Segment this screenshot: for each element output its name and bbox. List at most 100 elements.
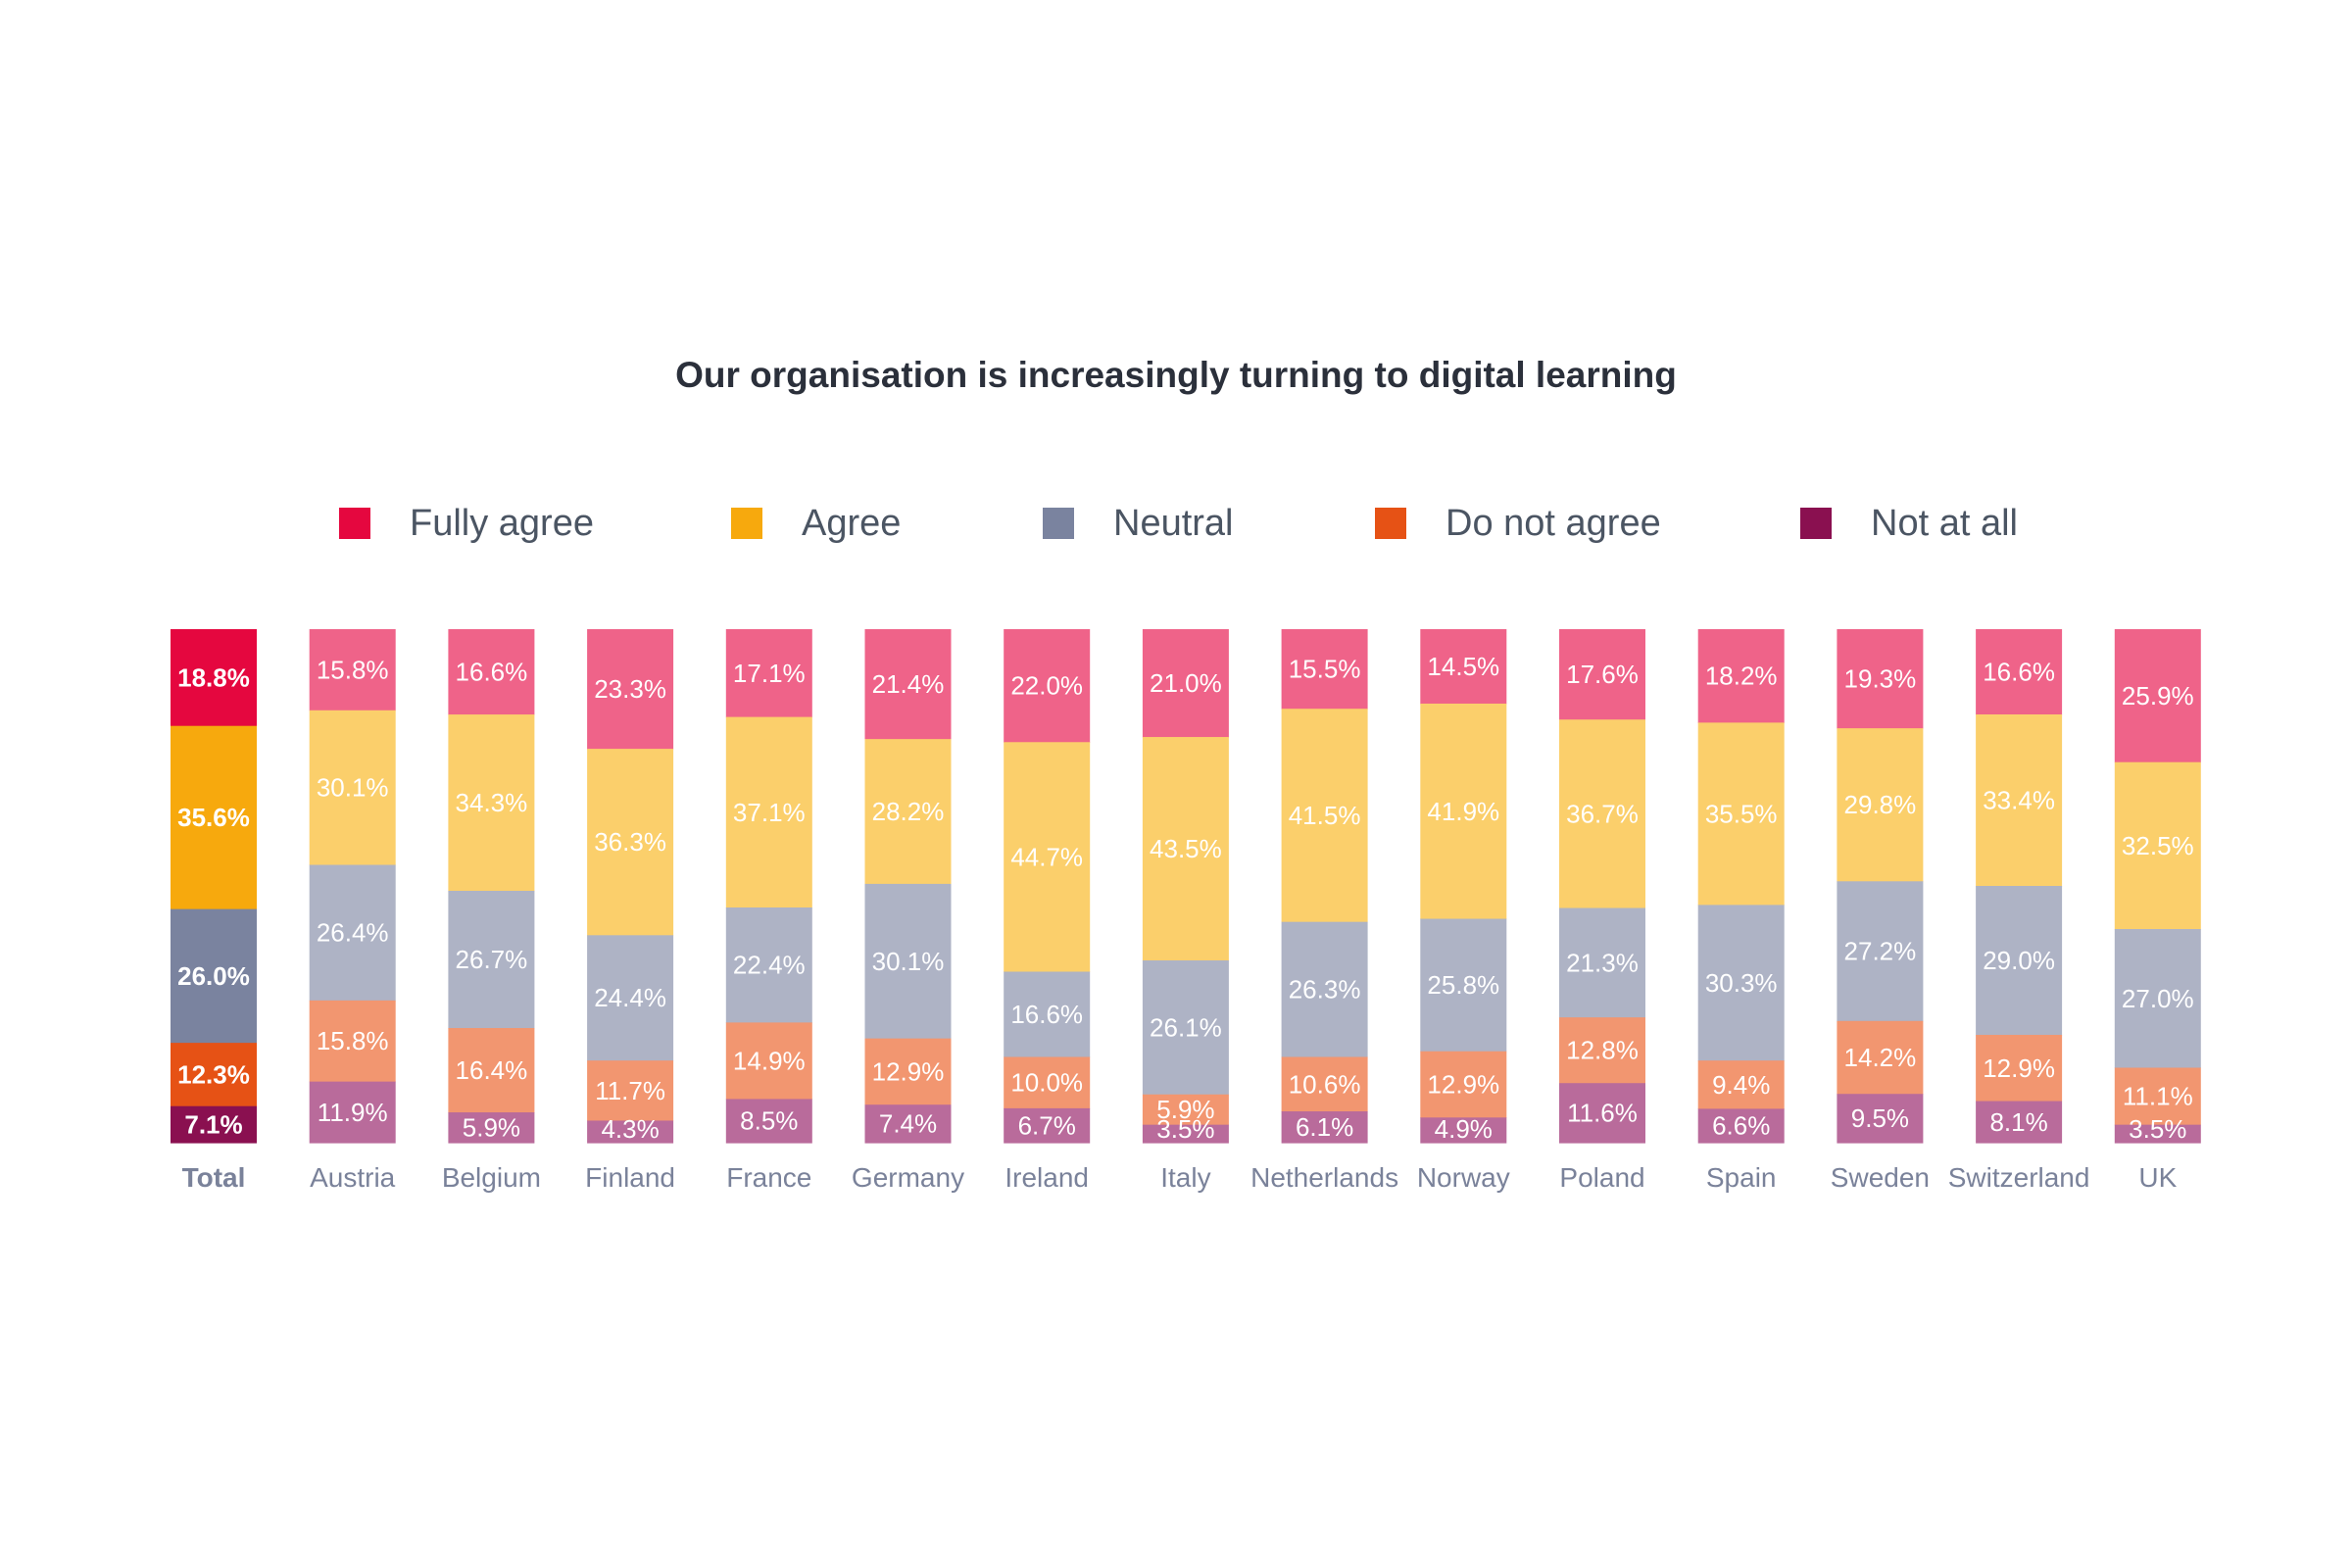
bar-segment-total-do-not-agree [171, 1043, 257, 1107]
data-label-finland-not-at-all: 4.3% [601, 1114, 659, 1144]
legend-swatch-agree [731, 508, 762, 539]
bar-segment-sweden-fully-agree [1837, 629, 1924, 729]
data-label-spain-fully-agree: 18.2% [1705, 662, 1778, 691]
data-label-italy-not-at-all: 3.5% [1156, 1114, 1214, 1144]
data-label-finland-fully-agree: 23.3% [594, 674, 666, 704]
bar-segment-total-neutral [171, 908, 257, 1044]
data-label-uk-fully-agree: 25.9% [2122, 681, 2194, 710]
data-label-austria-not-at-all: 11.9% [318, 1098, 388, 1127]
bar-segment-germany-neutral [864, 883, 952, 1040]
bar-segment-france-not-at-all [725, 1099, 812, 1144]
data-label-uk-do-not-agree: 11.1% [2123, 1082, 2193, 1111]
bar-segment-italy-agree [1142, 737, 1229, 961]
category-label-finland: Finland [585, 1162, 675, 1193]
data-label-total-fully-agree: 18.8% [177, 662, 250, 692]
bar-segment-finland-neutral [587, 935, 674, 1061]
bar-segment-italy-neutral [1142, 959, 1229, 1096]
data-label-belgium-not-at-all: 5.9% [463, 1113, 520, 1143]
bar-segment-total-agree [171, 725, 257, 910]
data-label-netherlands-do-not-agree: 10.6% [1289, 1069, 1361, 1099]
bar-segment-norway-not-at-all [1420, 1117, 1507, 1144]
bar-segment-belgium-neutral [448, 890, 535, 1029]
data-label-poland-do-not-agree: 12.8% [1566, 1036, 1639, 1065]
bar-segment-austria-not-at-all [309, 1081, 396, 1144]
legend-label-fully-agree: Fully agree [410, 502, 594, 544]
category-label-switzerland: Switzerland [1948, 1162, 2090, 1193]
legend-item-neutral: Neutral [1043, 500, 1234, 547]
data-label-italy-fully-agree: 21.0% [1150, 668, 1222, 698]
legend-swatch-not-at-all [1800, 508, 1832, 539]
data-label-poland-not-at-all: 11.6% [1567, 1099, 1638, 1128]
data-label-uk-neutral: 27.0% [2122, 984, 2194, 1013]
data-label-poland-agree: 36.7% [1566, 799, 1639, 828]
data-label-italy-neutral: 26.1% [1150, 1012, 1222, 1042]
data-label-total-neutral: 26.0% [177, 961, 250, 991]
category-label-total: Total [182, 1162, 246, 1193]
bar-segment-finland-not-at-all [587, 1120, 674, 1144]
data-label-uk-not-at-all: 3.5% [2129, 1114, 2186, 1144]
bar-segment-poland-agree [1559, 719, 1645, 909]
data-label-germany-neutral: 30.1% [872, 947, 945, 976]
bar-segment-belgium-agree [448, 714, 535, 892]
bar-segment-france-fully-agree [725, 629, 812, 718]
bar-segment-belgium-do-not-agree [448, 1028, 535, 1113]
data-label-belgium-do-not-agree: 16.4% [456, 1055, 528, 1085]
bar-segment-netherlands-not-at-all [1281, 1111, 1368, 1144]
bar-segment-finland-do-not-agree [587, 1060, 674, 1122]
bar-segment-sweden-do-not-agree [1837, 1020, 1924, 1095]
data-label-finland-do-not-agree: 11.7% [595, 1076, 665, 1105]
bar-segment-austria-neutral [309, 864, 396, 1002]
legend-swatch-do-not-agree [1375, 508, 1406, 539]
data-label-sweden-neutral: 27.2% [1844, 937, 1917, 966]
bar-segment-france-agree [725, 716, 812, 908]
bar-segment-germany-not-at-all [864, 1104, 952, 1144]
data-label-austria-neutral: 26.4% [317, 918, 389, 948]
bar-segment-italy-fully-agree [1142, 629, 1229, 738]
bar-segment-uk-do-not-agree [2114, 1067, 2201, 1126]
bar-segment-uk-neutral [2114, 929, 2201, 1069]
data-label-netherlands-neutral: 26.3% [1289, 975, 1361, 1004]
category-label-austria: Austria [310, 1162, 396, 1193]
bar-segment-netherlands-neutral [1281, 921, 1368, 1058]
bar-segment-ireland-not-at-all [1004, 1107, 1091, 1144]
legend-label-agree: Agree [802, 502, 902, 544]
bar-segment-ireland-do-not-agree [1004, 1056, 1091, 1109]
legend-label-neutral: Neutral [1113, 502, 1234, 544]
data-label-switzerland-neutral: 29.0% [1983, 946, 2055, 975]
data-label-uk-agree: 32.5% [2122, 831, 2194, 860]
data-label-total-not-at-all: 7.1% [184, 1109, 242, 1139]
legend-item-fully-agree: Fully agree [339, 500, 594, 547]
bar-segment-poland-fully-agree [1559, 629, 1645, 720]
bar-segment-italy-not-at-all [1142, 1124, 1229, 1144]
bar-segment-germany-agree [864, 739, 952, 885]
bar-segment-austria-do-not-agree [309, 1000, 396, 1083]
data-label-germany-not-at-all: 7.4% [879, 1109, 937, 1139]
bar-segment-norway-neutral [1420, 918, 1507, 1053]
data-label-netherlands-not-at-all: 6.1% [1296, 1112, 1353, 1142]
bar-segment-switzerland-do-not-agree [1976, 1034, 2063, 1102]
legend-swatch-fully-agree [339, 508, 370, 539]
bar-segment-norway-fully-agree [1420, 629, 1507, 705]
legend-item-agree: Agree [731, 500, 901, 547]
data-label-germany-agree: 28.2% [872, 797, 945, 826]
bar-segment-germany-fully-agree [864, 629, 952, 740]
legend-label-not-at-all: Not at all [1871, 502, 2018, 544]
data-label-switzerland-agree: 33.4% [1983, 785, 2055, 814]
data-label-france-do-not-agree: 14.9% [733, 1046, 806, 1075]
bar-segment-netherlands-fully-agree [1281, 629, 1368, 710]
data-label-france-neutral: 22.4% [733, 951, 806, 980]
bar-segment-total-not-at-all [171, 1105, 257, 1144]
bar-segment-sweden-neutral [1837, 881, 1924, 1022]
data-label-poland-fully-agree: 17.6% [1566, 660, 1639, 689]
legend-swatch-neutral [1043, 508, 1074, 539]
data-label-ireland-do-not-agree: 10.0% [1010, 1068, 1083, 1098]
data-label-france-agree: 37.1% [733, 798, 806, 827]
bar-segment-spain-do-not-agree [1697, 1060, 1785, 1110]
bar-segment-netherlands-agree [1281, 709, 1368, 923]
bar-segment-total-fully-agree [171, 629, 257, 727]
data-label-germany-do-not-agree: 12.9% [872, 1056, 945, 1086]
data-label-switzerland-not-at-all: 8.1% [1989, 1107, 2047, 1137]
category-label-france: France [726, 1162, 811, 1193]
data-label-norway-not-at-all: 4.9% [1435, 1114, 1493, 1144]
